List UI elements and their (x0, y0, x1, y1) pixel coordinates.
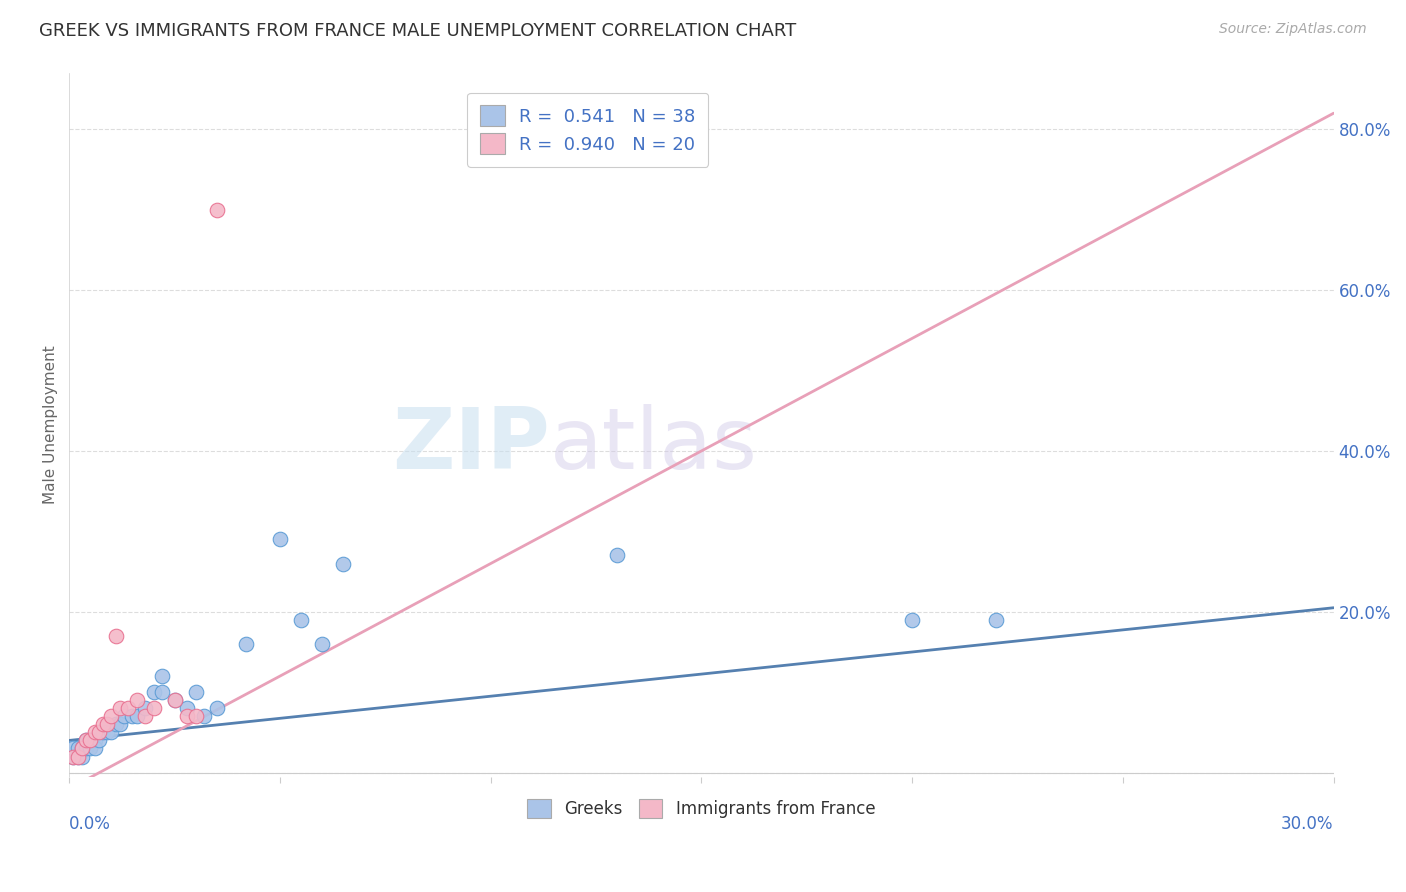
Text: atlas: atlas (550, 404, 758, 487)
Point (96, 725, 118, 739)
Point (134, 701, 156, 715)
Point (66, 749, 89, 764)
Text: 0.0%: 0.0% (69, 815, 111, 833)
Point (83, 725, 105, 739)
Point (83, 741, 105, 756)
Point (75, 733, 97, 747)
Point (311, 637, 333, 651)
Point (332, 557, 354, 571)
Point (125, 693, 148, 707)
Point (100, 709, 122, 723)
Legend: Greeks, Immigrants from France: Greeks, Immigrants from France (520, 792, 882, 824)
Text: Source: ZipAtlas.com: Source: ZipAtlas.com (1219, 22, 1367, 37)
Point (83, 733, 105, 747)
Point (108, 701, 131, 715)
Point (986, 613, 1008, 627)
Point (176, 709, 198, 723)
Point (87, 725, 110, 739)
Point (70, 749, 93, 764)
Point (134, 709, 156, 723)
Point (193, 709, 215, 723)
Point (184, 685, 207, 699)
Point (150, 685, 173, 699)
Point (117, 701, 139, 715)
Point (100, 725, 122, 739)
Point (91, 717, 114, 731)
Point (66, 749, 89, 764)
Point (125, 709, 148, 723)
Point (150, 669, 173, 683)
Point (184, 709, 207, 723)
Y-axis label: Male Unemployment: Male Unemployment (44, 345, 58, 504)
Point (205, 701, 228, 715)
Point (96, 717, 118, 731)
Point (70, 741, 93, 756)
Point (87, 733, 110, 747)
Point (75, 733, 97, 747)
Point (142, 685, 165, 699)
Point (163, 693, 186, 707)
Point (79, 741, 101, 756)
Point (606, 549, 628, 563)
Point (205, 202, 228, 217)
Point (112, 709, 135, 723)
Point (62, 749, 84, 764)
Point (235, 637, 257, 651)
Point (79, 733, 101, 747)
Text: 30.0%: 30.0% (1281, 815, 1334, 833)
Point (104, 717, 127, 731)
Point (66, 741, 89, 756)
Point (79, 733, 101, 747)
Point (108, 717, 131, 731)
Text: ZIP: ZIP (392, 404, 550, 487)
Point (163, 693, 186, 707)
Point (176, 701, 198, 715)
Point (290, 613, 312, 627)
Point (104, 629, 127, 643)
Point (142, 701, 165, 715)
Point (121, 709, 143, 723)
Point (75, 741, 97, 756)
Point (62, 741, 84, 756)
Point (70, 741, 93, 756)
Point (91, 725, 114, 739)
Point (901, 613, 924, 627)
Point (62, 749, 84, 764)
Point (269, 533, 291, 547)
Text: GREEK VS IMMIGRANTS FROM FRANCE MALE UNEMPLOYMENT CORRELATION CHART: GREEK VS IMMIGRANTS FROM FRANCE MALE UNE… (39, 22, 797, 40)
